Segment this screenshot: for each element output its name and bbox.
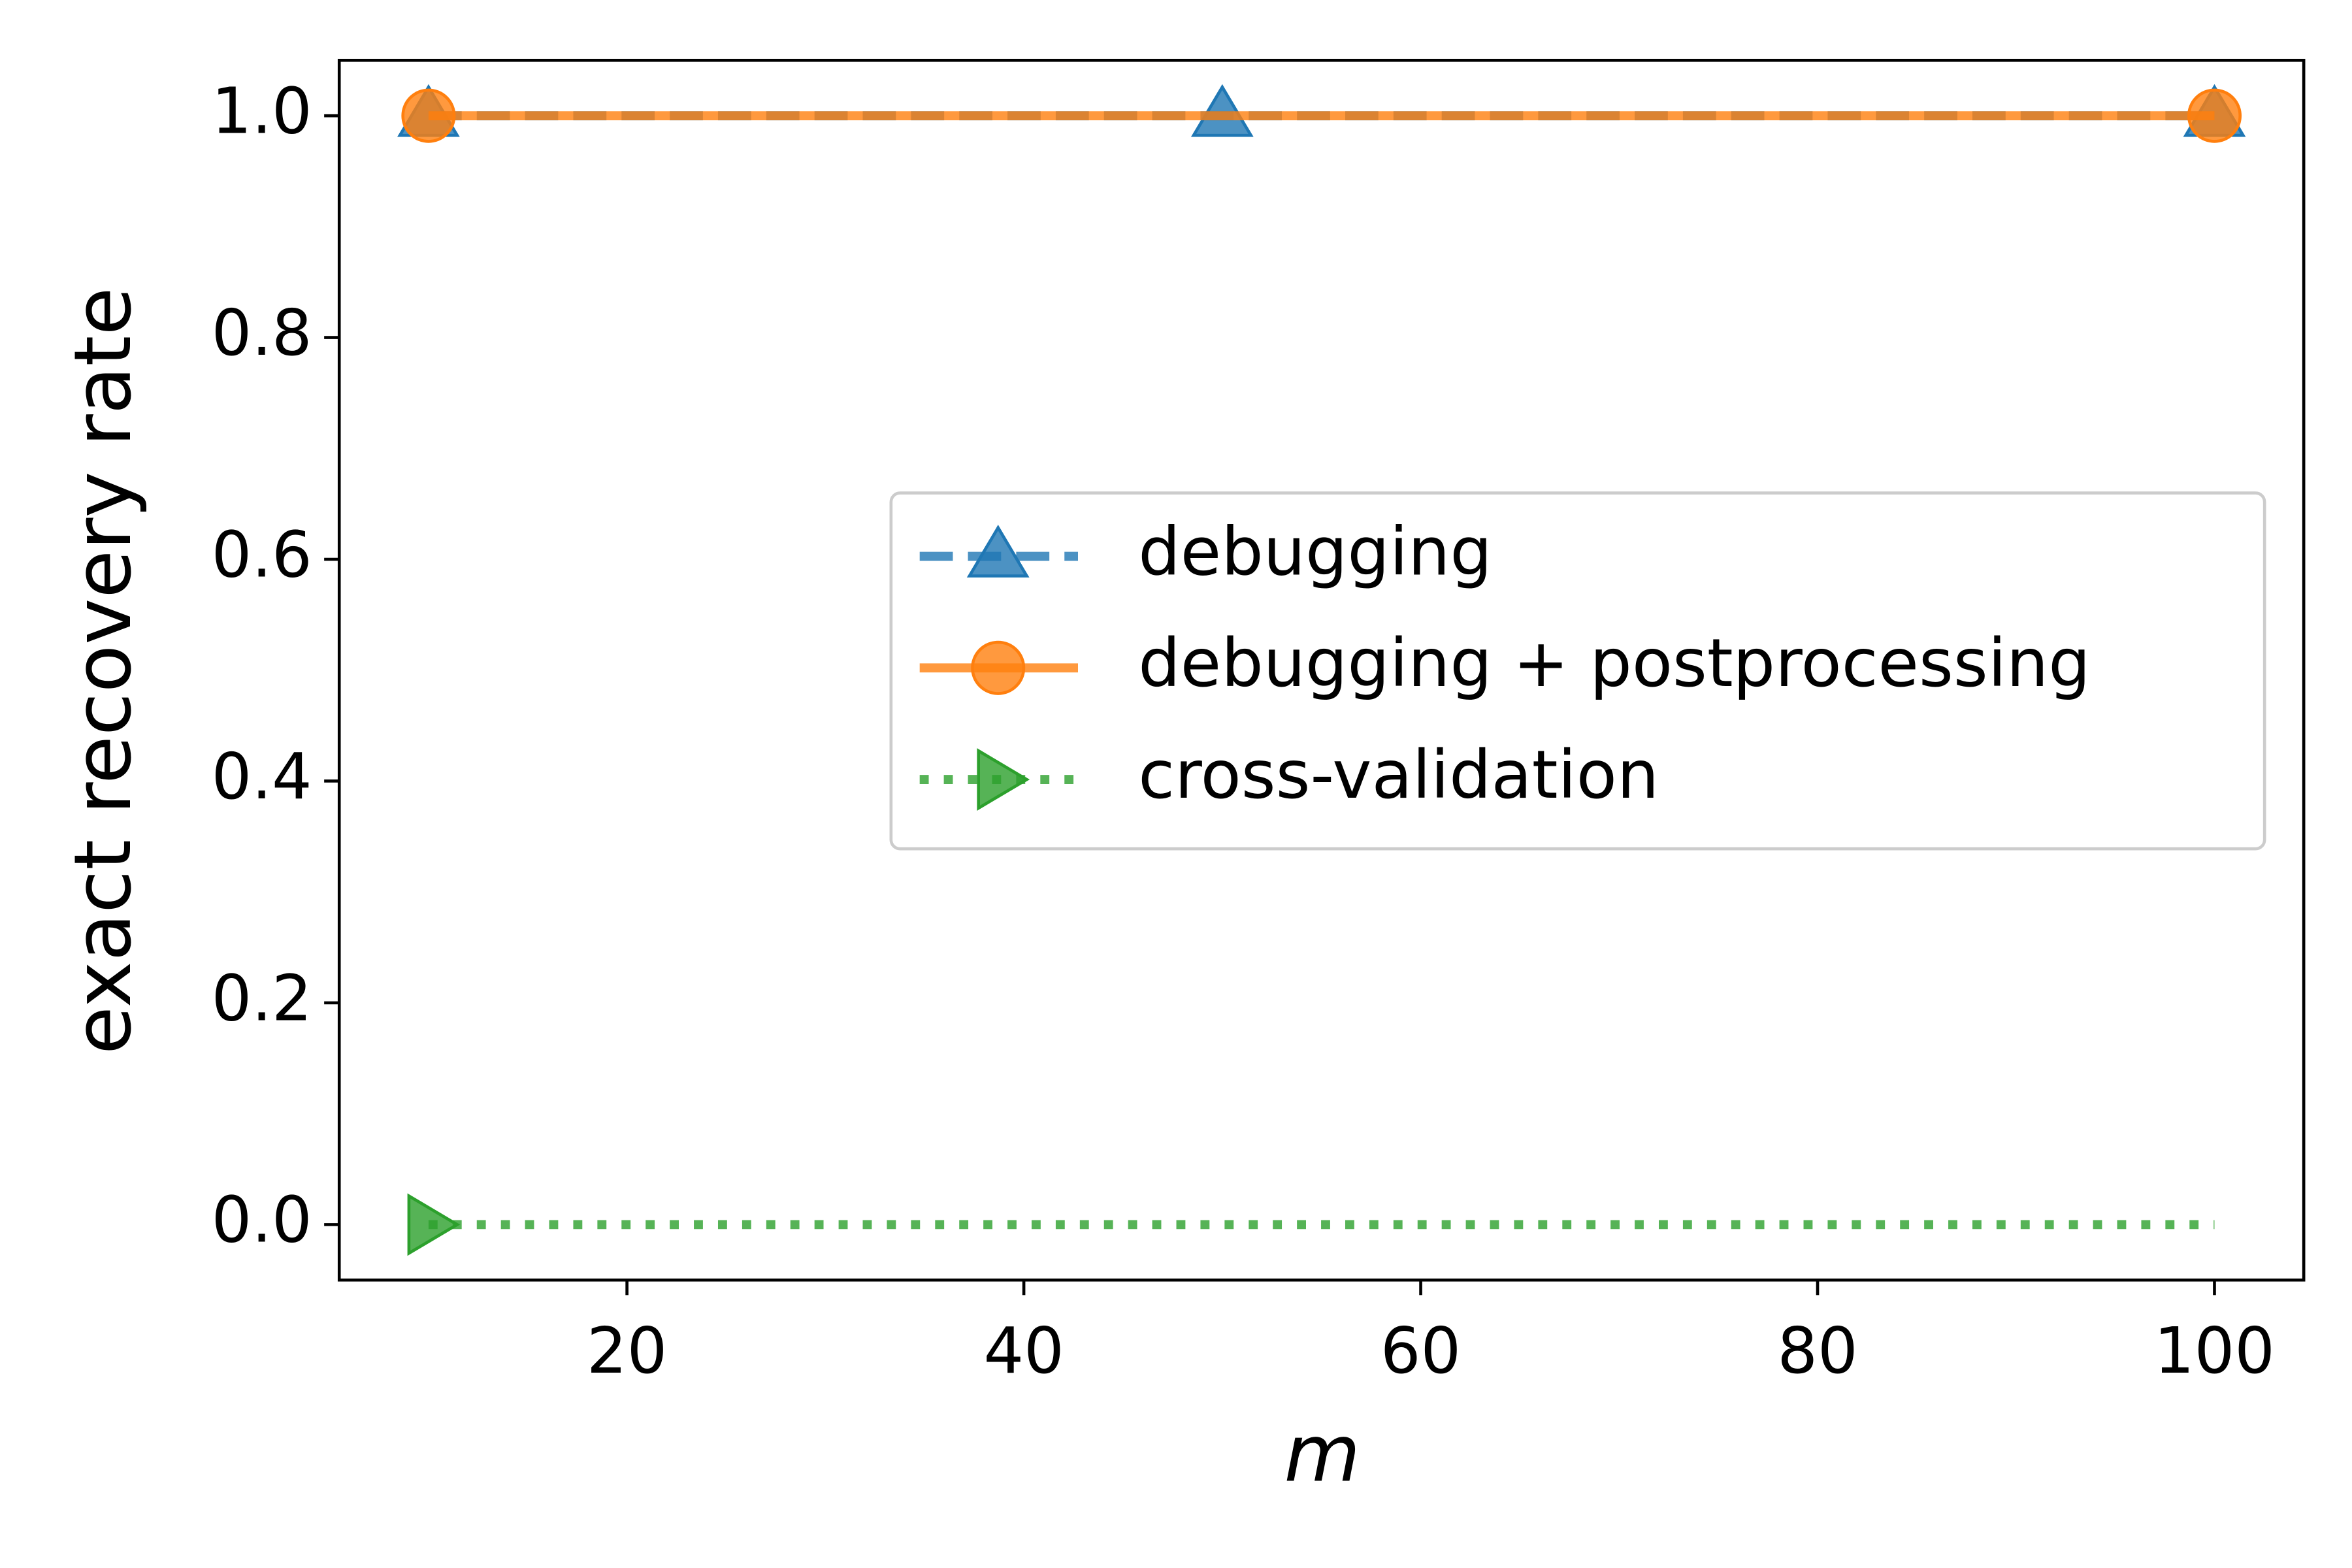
y-tick-label: 0.2: [212, 961, 312, 1035]
legend-label: debugging + postprocessing: [1138, 625, 2090, 702]
x-tick-label: 40: [983, 1314, 1064, 1388]
x-tick-label: 20: [587, 1314, 667, 1388]
x-axis-label: m: [1284, 1409, 1360, 1500]
plot-frame: [337, 59, 2306, 1282]
x-tick-label: 60: [1380, 1314, 1461, 1388]
x-tick-label: 100: [2154, 1314, 2275, 1388]
legend-marker: [966, 525, 1030, 578]
legend-marker: [971, 640, 1026, 695]
legend-marker: [977, 748, 1030, 811]
y-tick-label: 0.0: [212, 1183, 312, 1257]
y-tick-label: 0.4: [212, 740, 312, 813]
y-tick-label: 1.0: [212, 74, 312, 148]
data-point: [2187, 88, 2242, 143]
legend-box: [889, 491, 2266, 851]
data-point: [401, 88, 456, 143]
legend-label: cross-validation: [1138, 736, 1659, 813]
y-tick-label: 0.8: [212, 296, 312, 370]
y-tick-label: 0.6: [212, 517, 312, 591]
data-point: [407, 1193, 461, 1256]
x-tick-label: 80: [1777, 1314, 1857, 1388]
legend-label: debugging: [1138, 513, 1492, 590]
y-axis-label: exact recovery rate: [58, 287, 149, 1054]
